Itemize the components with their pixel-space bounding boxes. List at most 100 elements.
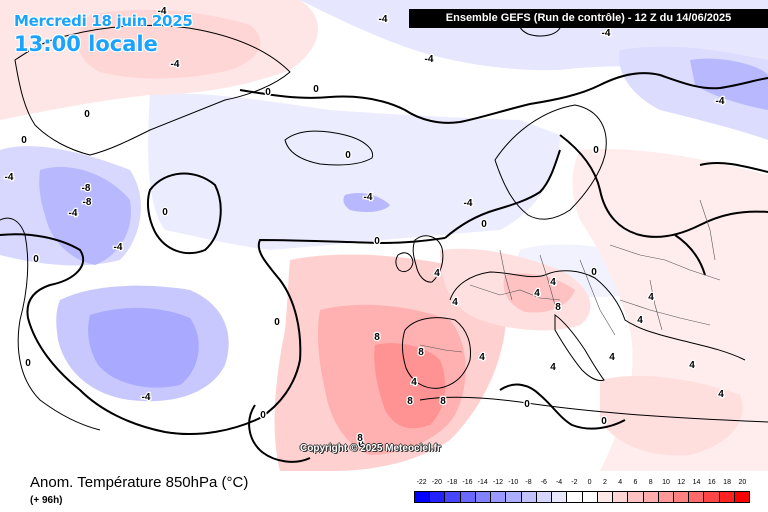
model-run-banner: Ensemble GEFS (Run de contrôle) - 12 Z d…: [409, 9, 768, 28]
contour-label: -4: [464, 198, 473, 209]
country-borders: [419, 199, 721, 353]
legend-tick: -20: [431, 479, 442, 486]
contour-label: -4: [158, 6, 167, 17]
legend-tick: -4: [555, 479, 563, 486]
contour-label: 0: [21, 135, 27, 146]
contour-labels: -4-4-4-4-4-4000000-4-8-8-4-40-4-4-40000-…: [3, 5, 726, 452]
contour-label: -4: [716, 96, 725, 107]
contour-label: 8: [440, 396, 446, 407]
greenland-coast: [14, 24, 291, 156]
contour-label: 4: [411, 377, 417, 388]
legend-tick: -6: [540, 479, 547, 486]
border-6: [619, 299, 711, 326]
legend-tick: 0: [587, 479, 592, 486]
legend-swatch: [704, 492, 720, 502]
legend-tick: -12: [492, 479, 504, 486]
legend-tick: 8: [648, 479, 653, 486]
contour-label: 4: [550, 362, 556, 373]
contour-label: 0: [593, 145, 599, 156]
legend-tick: -10: [508, 479, 519, 486]
contour-label: 0: [481, 219, 487, 230]
contour-label: 0: [345, 150, 351, 161]
zero-contours: [0, 72, 768, 463]
color-legend: -22 -20 -18 -16 -14 -12 -10 -8 -6 -4 -2 0 2 4 6 8 10 12 14…: [414, 479, 750, 509]
africa-coast: [419, 396, 768, 423]
legend-swatch: [673, 492, 690, 502]
contour-label: 0: [260, 410, 266, 421]
warm-area-alps: [503, 273, 575, 313]
legend-swatch: [536, 492, 553, 502]
contour-label: 8: [357, 433, 363, 444]
north-america-coast: [0, 217, 101, 431]
legend-tick: -16: [462, 479, 473, 486]
legend-swatch: [567, 492, 583, 502]
warm-anomaly-areas: [0, 0, 768, 471]
legend-tick: 16: [707, 479, 716, 486]
contour-label: 0: [162, 207, 168, 218]
contour-europe-west: [444, 149, 561, 239]
map-canvas: -4-4-4-4-4-4000000-4-8-8-4-40-4-4-40000-…: [0, 0, 768, 471]
legend-swatch: [491, 492, 507, 502]
copyright-notice: Copyright © 2025 Meteociel.fr: [300, 443, 441, 454]
legend-tick: 14: [692, 479, 701, 486]
contour-label: 4: [637, 315, 643, 326]
forecast-hour: (+ 96h): [30, 495, 63, 506]
legend-tick: 4: [618, 479, 623, 486]
legend-tick: -14: [477, 479, 488, 486]
contour-label: 0: [33, 254, 39, 265]
contour-label: 4: [689, 360, 695, 371]
contour-label: 0: [313, 84, 319, 95]
legend-swatch: [430, 492, 446, 502]
legend-tick: -2: [571, 479, 578, 486]
contour-label: 4: [434, 268, 440, 279]
cold-area-mid-atlantic-core: [88, 307, 199, 388]
contour-label: 0: [601, 416, 607, 427]
ireland-coast: [395, 252, 414, 273]
border-9: [699, 199, 716, 261]
contour-label: 0: [591, 267, 597, 278]
contour-label: 4: [718, 389, 724, 400]
cold-area-north-atlantic: [148, 93, 560, 250]
border-2: [499, 249, 513, 301]
legend-swatch: [460, 492, 476, 502]
border-3: [539, 254, 556, 306]
legend-tick: -18: [447, 479, 458, 486]
contour-label: -4: [142, 392, 151, 403]
warm-area-mediterranean: [600, 375, 743, 456]
contour-label: 0: [265, 87, 271, 98]
legend-color-bar: [414, 491, 750, 503]
legend-tick: 20: [738, 479, 747, 486]
legend-tick: 6: [633, 479, 638, 486]
contour-europe-east: [559, 134, 768, 238]
coastlines: [0, 17, 768, 431]
contour-mediterranean: [499, 383, 626, 430]
legend-swatch: [582, 492, 598, 502]
contour-label: -4: [5, 172, 14, 183]
legend-tick: 18: [723, 479, 731, 486]
forecast-date: Mercredi 18 juin 2025: [14, 12, 193, 30]
contour-north-atlantic: [146, 172, 222, 255]
legend-tick: 10: [662, 479, 670, 486]
border-1: [469, 284, 561, 301]
map-footer: Anom. Température 850hPa (°C) (+ 96h) -2…: [0, 471, 768, 512]
legend-swatch: [552, 492, 568, 502]
contour-label: 8: [407, 396, 413, 407]
contour-label: -8: [82, 183, 91, 194]
cold-area-iceland: [343, 193, 390, 213]
iberia-coast: [402, 317, 471, 389]
contour-label: 8: [555, 302, 561, 313]
legend-swatch: [521, 492, 537, 502]
contour-label: -4: [364, 192, 373, 203]
cold-area-ural: [690, 58, 768, 110]
legend-swatch: [643, 492, 659, 502]
contour-label: 4: [609, 352, 615, 363]
legend-tick: -22: [416, 479, 427, 486]
contour-balkan: [674, 234, 706, 276]
contour-label: -4: [171, 59, 180, 70]
italy-coast: [554, 314, 605, 381]
border-7: [419, 344, 463, 353]
scandinavia-coast: [494, 104, 607, 220]
contour-label: 0: [358, 439, 364, 450]
legend-swatch: [658, 492, 674, 502]
border-5: [609, 244, 721, 281]
